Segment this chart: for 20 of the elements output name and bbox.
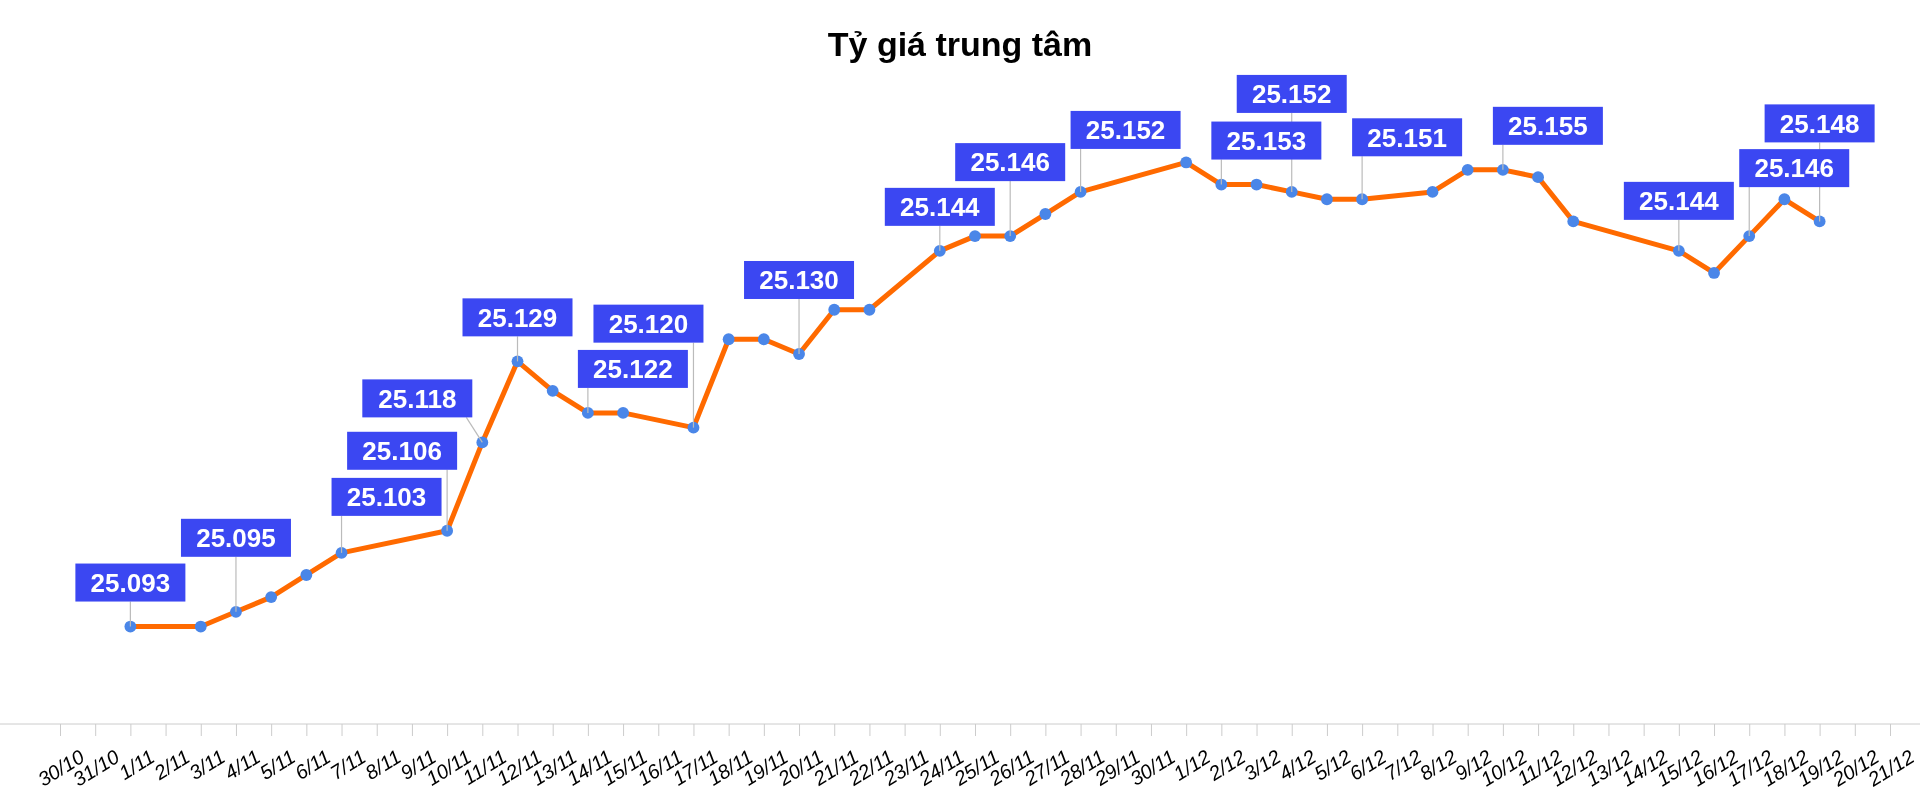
data-label: 25.153: [1226, 125, 1307, 156]
data-label: 25.155: [1508, 111, 1588, 142]
data-label: 25.103: [346, 482, 427, 513]
data-label: 25.118: [378, 383, 457, 414]
data-label: 25.129: [477, 302, 558, 333]
data-label: 25.152: [1085, 115, 1166, 146]
data-label: 25.146: [970, 147, 1050, 178]
data-label: 25.146: [1754, 153, 1834, 184]
data-label: 25.148: [1779, 108, 1860, 139]
chart-title: Tỷ giá trung tâm: [827, 25, 1093, 63]
data-label: 25.095: [196, 523, 276, 554]
data-label: 25.093: [90, 567, 171, 598]
data-label: 25.106: [362, 436, 442, 467]
data-label: 25.144: [1639, 186, 1720, 217]
data-label: 25.122: [593, 354, 673, 385]
data-label: 25.152: [1251, 79, 1332, 110]
data-label: 25.120: [608, 309, 689, 340]
data-label: 25.144: [900, 192, 981, 223]
data-label: 25.130: [759, 265, 839, 296]
data-label: 25.151: [1367, 122, 1447, 153]
